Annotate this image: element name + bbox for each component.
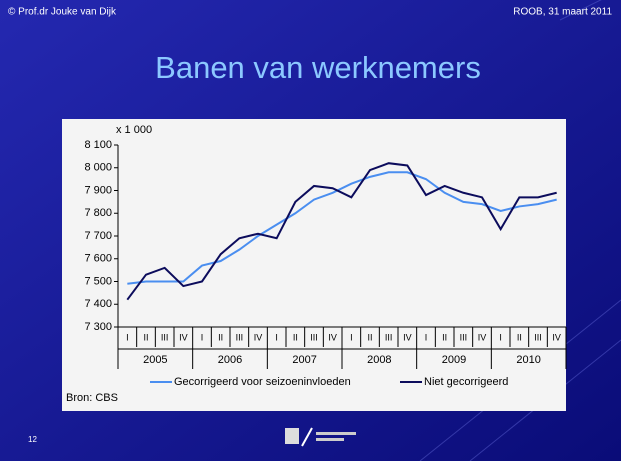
- y-tick-label: 7 800: [84, 207, 112, 219]
- x-tick-label: I: [126, 332, 129, 342]
- source: Bron: CBS: [66, 392, 118, 404]
- x-tick-label: II: [367, 332, 372, 342]
- x-tick-label: I: [499, 332, 502, 342]
- slide-number: 12: [28, 435, 37, 444]
- group-label: 2008: [367, 354, 391, 366]
- x-tick-label: III: [460, 332, 468, 342]
- x-tick-label: III: [385, 332, 393, 342]
- header-right: ROOB, 31 maart 2011: [513, 7, 612, 18]
- x-tick-label: II: [218, 332, 223, 342]
- group-label: 2005: [143, 354, 167, 366]
- x-tick-label: IV: [478, 332, 487, 342]
- y-tick-label: 8 000: [84, 162, 112, 174]
- x-tick-label: III: [236, 332, 244, 342]
- x-tick-label: III: [534, 332, 542, 342]
- x-tick-label: IV: [403, 332, 412, 342]
- y-tick-label: 8 100: [84, 139, 112, 151]
- x-tick-label: III: [310, 332, 318, 342]
- logo: [285, 427, 356, 447]
- x-tick-label: I: [350, 332, 353, 342]
- x-tick-label: IV: [254, 332, 263, 342]
- slide-title: Banen van werknemers: [155, 50, 481, 85]
- series-line: [127, 171, 557, 285]
- y-tick-label: 7 300: [84, 321, 112, 333]
- x-tick-label: II: [293, 332, 298, 342]
- y-tick-label: 7 900: [84, 184, 112, 196]
- y-tick-label: 7 400: [84, 298, 112, 310]
- x-tick-label: IV: [328, 332, 337, 342]
- y-tick-label: 7 600: [84, 253, 112, 265]
- x-tick-label: IV: [552, 332, 561, 342]
- legend-label: Niet gecorrigeerd: [424, 376, 508, 388]
- group-label: 2010: [516, 354, 540, 366]
- unit-label: x 1 000: [116, 124, 152, 136]
- group-label: 2009: [442, 354, 466, 366]
- x-tick-label: II: [442, 332, 447, 342]
- group-label: 2006: [218, 354, 242, 366]
- y-tick-label: 7 500: [84, 275, 112, 287]
- legend-label: Gecorrigeerd voor seizoeninvloeden: [174, 376, 351, 388]
- chart-area: [62, 119, 566, 411]
- x-tick-label: III: [161, 332, 169, 342]
- header-left: © Prof.dr Jouke van Dijk: [8, 7, 117, 18]
- x-tick-label: I: [201, 332, 204, 342]
- x-tick-label: I: [275, 332, 278, 342]
- x-tick-label: II: [517, 332, 522, 342]
- y-tick-label: 7 700: [84, 230, 112, 242]
- x-tick-label: II: [143, 332, 148, 342]
- x-tick-label: IV: [179, 332, 188, 342]
- series-line: [126, 162, 557, 301]
- group-label: 2007: [292, 354, 316, 366]
- x-tick-label: I: [425, 332, 428, 342]
